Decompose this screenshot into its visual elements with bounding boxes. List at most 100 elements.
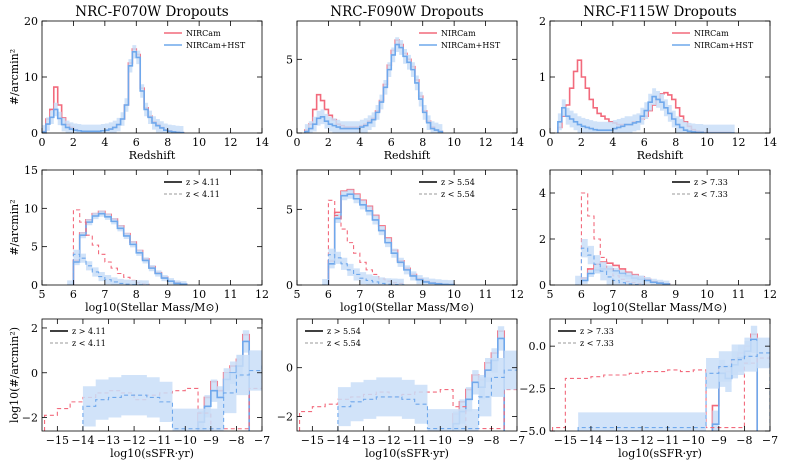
x-tick-label: 11	[732, 288, 746, 301]
legend-label: z < 5.54	[441, 190, 475, 199]
y-tick-label: 0.0	[529, 340, 547, 353]
x-tick-label: −14	[579, 434, 602, 447]
x-tick-label: −8	[228, 434, 244, 447]
y-tick-label: 10	[24, 71, 38, 84]
x-tick-label: −15	[46, 434, 69, 447]
plot-area	[557, 59, 735, 133]
x-tick-label: −7	[254, 434, 270, 447]
band-3	[67, 249, 149, 285]
x-tick-label: −7	[509, 434, 525, 447]
series-line-3	[337, 364, 517, 431]
y-tick-label: 5	[31, 241, 38, 254]
x-axis-label: log10(sSFR·yr)	[365, 447, 449, 460]
x-tick-label: −14	[326, 434, 349, 447]
y-tick-label: 2	[539, 15, 546, 28]
x-tick-label: 2	[325, 136, 332, 149]
y-tick-label: 10	[24, 202, 38, 215]
y-tick-label: 20	[24, 15, 38, 28]
x-tick-label: 9	[672, 288, 679, 301]
y-tick-label: 5	[286, 53, 293, 66]
x-tick-label: 7	[609, 288, 616, 301]
band-3	[337, 345, 517, 431]
legend-label: z < 7.33	[694, 190, 728, 199]
y-tick-label: 2	[539, 233, 546, 246]
legend-label: z < 4.11	[186, 190, 220, 199]
legend: z > 7.33 z < 7.33	[558, 327, 614, 348]
x-tick-label: 8	[641, 288, 648, 301]
x-tick-label: 6	[641, 136, 648, 149]
series-line-3	[577, 352, 770, 431]
y-tick-label: 0	[286, 362, 293, 375]
y-tick-label: −2.5	[519, 383, 546, 396]
legend-label: z > 4.11	[186, 178, 220, 187]
x-tick-label: −10	[174, 434, 197, 447]
x-tick-label: 11	[479, 288, 493, 301]
x-tick-label: 0	[547, 136, 554, 149]
plot-area	[322, 188, 455, 285]
x-tick-label: −10	[429, 434, 452, 447]
y-tick-label: 0	[539, 127, 546, 140]
series-line-3	[82, 365, 262, 431]
y-tick-label: 0	[539, 279, 546, 292]
x-tick-label: 10	[700, 136, 714, 149]
legend-label: NIRCam+HST	[694, 41, 754, 50]
y-tick-label: 4	[539, 187, 546, 200]
x-tick-label: 10	[192, 288, 206, 301]
panel-f090w-ssfr: −15 −14 −13 −12 −11 −10 −9 −8 −7 −2 0 log10(sSFR·yr…	[277, 318, 525, 460]
legend-label: z < 5.54	[327, 339, 361, 348]
series-line-1	[304, 43, 444, 133]
series-line-1	[42, 51, 185, 133]
y-axis-label: #/arcmin²	[8, 199, 21, 255]
x-tick-label: −13	[352, 434, 375, 447]
legend-label: NIRCam+HST	[186, 41, 246, 50]
x-tick-label: 14	[510, 136, 524, 149]
x-tick-label: −9	[711, 434, 727, 447]
x-tick-label: 2	[578, 136, 585, 149]
legend: z > 5.54 z < 5.54	[419, 178, 475, 199]
band-3	[82, 345, 262, 431]
x-tick-label: 5	[39, 288, 46, 301]
x-tick-label: 2	[70, 136, 77, 149]
x-tick-label: 5	[547, 288, 554, 301]
x-axis-label: Redshift	[637, 149, 684, 162]
x-tick-label: 7	[101, 288, 108, 301]
axes-frame	[549, 318, 771, 432]
axes-frame	[296, 20, 518, 134]
x-tick-label: −8	[736, 434, 752, 447]
legend-label: z < 4.11	[72, 339, 106, 348]
x-tick-label: −7	[762, 434, 778, 447]
axes-frame	[41, 169, 263, 286]
band-3	[575, 239, 645, 285]
panel-title: NRC-F090W Dropouts	[330, 4, 483, 20]
plot-area	[44, 330, 262, 431]
x-tick-label: −13	[97, 434, 120, 447]
x-tick-label: −8	[483, 434, 499, 447]
series-line-1	[327, 193, 455, 285]
y-tick-label: 5	[286, 203, 293, 216]
legend: z > 4.11 z < 4.11	[50, 327, 106, 348]
plot-area	[42, 45, 185, 133]
axes-frame	[296, 318, 518, 432]
y-tick-label: 0	[286, 127, 293, 140]
x-tick-label: 11	[224, 288, 238, 301]
series-line-1	[557, 95, 735, 133]
x-tick-label: 10	[447, 136, 461, 149]
y-tick-label: 0	[31, 279, 38, 292]
panel-f115w-mass: 5 6 7 8 9 10 11 12 0 2 4 log10(Stellar Mass/M⊙) z > …	[539, 169, 777, 314]
x-tick-label: −10	[682, 434, 705, 447]
x-tick-label: 6	[388, 136, 395, 149]
x-axis-label: log10(Stellar Mass/M⊙)	[85, 301, 219, 314]
x-tick-label: 6	[133, 136, 140, 149]
plot-area	[575, 192, 671, 285]
x-tick-label: 0	[294, 136, 301, 149]
y-axis-label: #/arcmin²	[8, 49, 21, 105]
x-tick-label: 8	[672, 136, 679, 149]
legend-label: NIRCam	[694, 29, 729, 38]
x-axis-label: log10(sSFR·yr)	[618, 447, 702, 460]
x-axis-label: log10(sSFR·yr)	[110, 447, 194, 460]
y-tick-label: −5.0	[519, 425, 546, 438]
panel-f070w-ssfr: −15 −14 −13 −12 −11 −10 −9 −8 −7 −2 0 2 log10(sSFR·y…	[8, 318, 270, 460]
x-tick-label: −12	[377, 434, 400, 447]
x-tick-label: −11	[148, 434, 171, 447]
